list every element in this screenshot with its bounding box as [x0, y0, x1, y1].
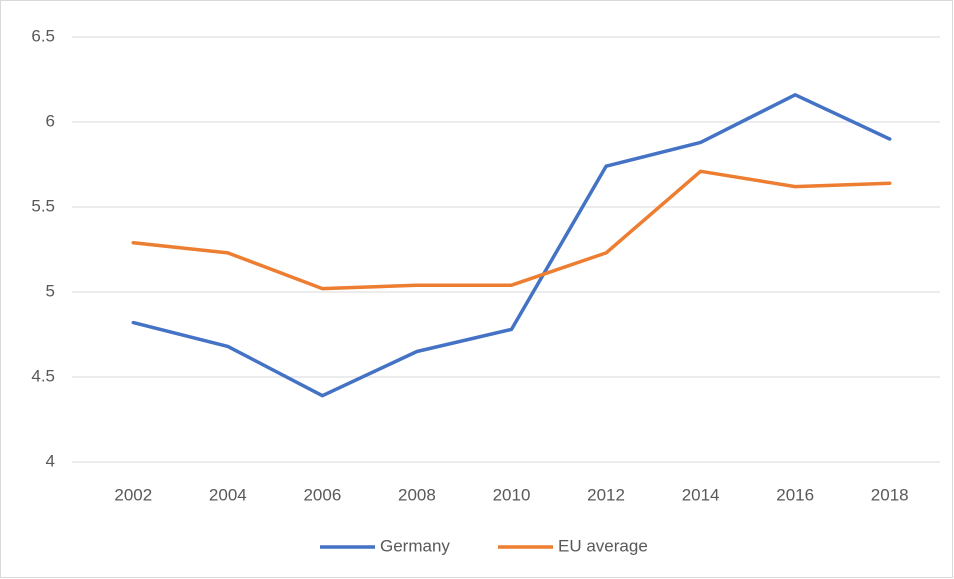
legend-label: EU average [558, 536, 648, 555]
x-tick-label: 2018 [871, 485, 909, 504]
y-tick-label: 4.5 [31, 366, 55, 385]
x-tick-label: 2012 [587, 485, 625, 504]
legend-label: Germany [380, 536, 450, 555]
x-tick-label: 2016 [776, 485, 814, 504]
x-tick-label: 2010 [493, 485, 531, 504]
x-tick-label: 2004 [209, 485, 247, 504]
y-tick-label: 6.5 [31, 26, 55, 45]
y-tick-label: 5 [46, 281, 55, 300]
y-tick-label: 6 [46, 111, 55, 130]
y-tick-label: 4 [46, 451, 55, 470]
x-tick-label: 2006 [303, 485, 341, 504]
y-tick-label: 5.5 [31, 196, 55, 215]
x-tick-label: 2008 [398, 485, 436, 504]
x-tick-label: 2002 [114, 485, 152, 504]
x-tick-label: 2014 [682, 485, 720, 504]
line-series [131, 93, 892, 398]
line-series [131, 169, 892, 291]
